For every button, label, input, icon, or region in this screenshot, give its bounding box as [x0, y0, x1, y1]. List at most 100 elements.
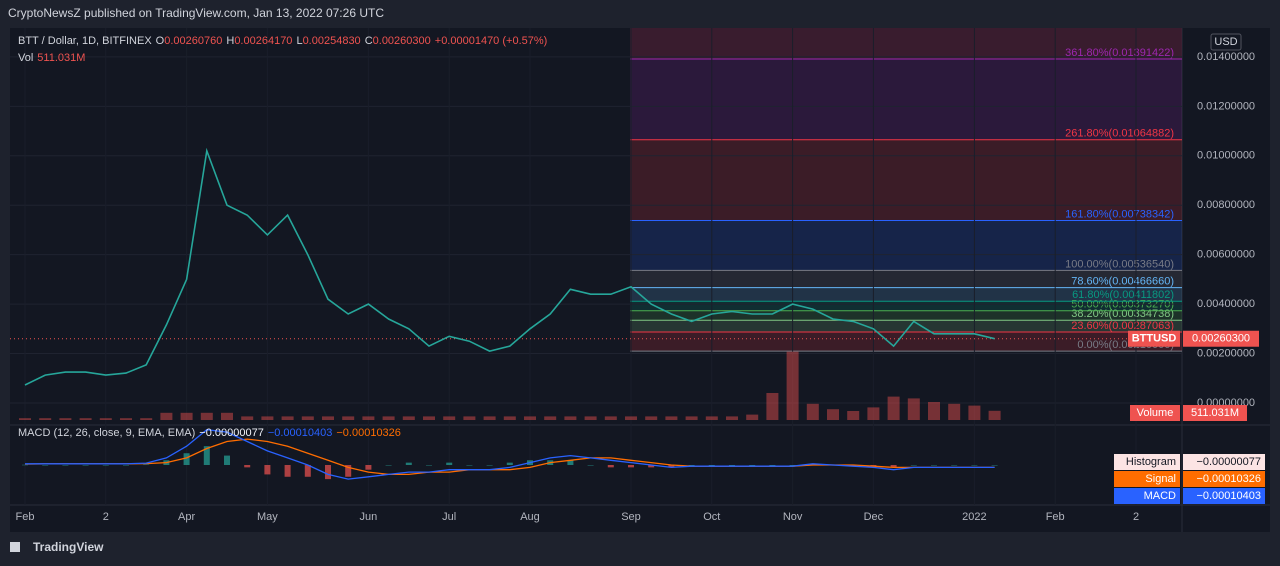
histogram-bar	[203, 446, 210, 465]
histogram-bar	[668, 465, 675, 468]
fib-band	[630, 301, 1182, 311]
plot-layer: 0.00%(0.00210000)23.60%(0.00287063)38.20…	[10, 28, 1182, 505]
histogram-bar	[446, 462, 453, 465]
fib-label: 78.60%(0.00466660)	[1071, 276, 1174, 288]
fib-band	[630, 270, 1182, 288]
volume-bar	[746, 414, 759, 420]
value: 511.031M	[37, 52, 86, 64]
macd-value-bg	[1183, 471, 1265, 487]
volume-bar	[79, 418, 92, 420]
symbol-tag-bg	[1128, 330, 1180, 347]
volume-bar	[423, 416, 435, 420]
macd-name: MACD	[1144, 490, 1176, 502]
volume-bar	[443, 416, 456, 420]
chart-area	[10, 28, 1270, 532]
volume-bar	[503, 416, 516, 420]
macd-value: −0.00010403	[1196, 490, 1261, 502]
histogram-bar	[123, 465, 129, 466]
histogram-bar	[931, 465, 937, 466]
x-tick-label: Nov	[783, 511, 803, 523]
volume-bar	[402, 416, 415, 420]
value: −0.00000077	[199, 427, 264, 439]
fib-label: 100.00%(0.00536540)	[1065, 258, 1174, 270]
volume-bar	[948, 403, 961, 420]
x-tick-label: Aug	[520, 511, 540, 523]
histogram-bar	[971, 465, 978, 466]
label: H	[226, 35, 235, 47]
y-tick-label: 0.01000000	[1197, 150, 1255, 162]
price-tag-bg	[1183, 330, 1259, 347]
volume-value-bg	[1183, 405, 1247, 421]
histogram-bar	[466, 465, 473, 466]
fib-band	[630, 139, 1182, 221]
volume-bar	[322, 416, 334, 420]
volume-bar	[705, 416, 718, 420]
volume-bar	[241, 416, 254, 420]
histogram-bar	[506, 462, 513, 465]
price-line	[24, 147, 995, 386]
histogram-bar	[264, 465, 271, 475]
change: +0.00001470 (+0.57%)	[434, 35, 548, 47]
volume-bar	[604, 416, 617, 420]
volume-bar	[342, 416, 355, 420]
histogram-bar	[244, 465, 251, 468]
legend: BTT / Dollar, 1D, BITFINEX O0.00260760 H…	[18, 35, 547, 47]
macd-value-bg	[1183, 454, 1265, 470]
histogram-bar	[769, 465, 776, 466]
volume-bar	[806, 403, 819, 420]
publisher: CryptoNewsZ published on TradingView.com…	[8, 6, 384, 20]
macd-legend: MACD (12, 26, close, 9, EMA, EMA) −0.000…	[18, 427, 401, 439]
histogram-bar	[405, 462, 412, 465]
histogram-bar	[910, 465, 917, 466]
fib-label: 23.60%(0.00287063)	[1071, 320, 1174, 332]
value: 0.00264170	[234, 35, 293, 47]
symbol: BTT / Dollar, 1D, BITFINEX	[18, 35, 152, 47]
fib-band	[630, 310, 1182, 321]
y-tick-label: 0.00400000	[1197, 298, 1255, 310]
volume-tag-bg	[1130, 405, 1180, 421]
macd-value-bg	[1183, 488, 1265, 504]
volume-bar	[685, 416, 698, 420]
volume-bar	[564, 416, 577, 420]
histogram-bar	[628, 465, 634, 468]
histogram-bar	[385, 465, 392, 466]
volume-bar	[160, 412, 173, 420]
fib-top-band	[630, 28, 1182, 60]
ohlc-high: H0.00264170	[226, 35, 292, 47]
x-tick-label: 2	[103, 511, 109, 523]
volume-bar	[483, 416, 496, 420]
volume-bar	[99, 418, 112, 420]
footer-brand: TradingView	[33, 540, 104, 554]
y-tick-label: 0.00200000	[1197, 347, 1255, 359]
volume-bar	[847, 411, 860, 420]
volume-bar	[362, 416, 375, 420]
volume-bar	[544, 416, 557, 420]
histogram-bar	[325, 465, 331, 480]
macd-name-bg	[1114, 488, 1180, 504]
volume-bar	[39, 418, 52, 420]
volume-bar	[867, 407, 880, 420]
histogram-bar	[729, 465, 735, 466]
fib-label: 261.80%(0.01064882)	[1065, 128, 1174, 140]
volume-bar	[463, 416, 476, 420]
x-tick-label: Apr	[178, 511, 195, 523]
volume-bar	[19, 418, 31, 420]
x-tick-label: Feb	[16, 511, 35, 523]
histogram-bar	[304, 465, 311, 477]
histogram-bar	[789, 465, 796, 466]
volume-bar	[625, 416, 637, 420]
histogram-bar	[426, 465, 432, 466]
volume-bar	[261, 416, 274, 420]
histogram-bar	[749, 465, 756, 466]
x-tick-label: Jul	[442, 511, 456, 523]
label: O	[155, 35, 165, 47]
volume-bar	[200, 412, 213, 420]
histogram-bar	[183, 453, 190, 465]
fib-band	[630, 332, 1182, 352]
histogram-bar	[567, 460, 574, 465]
fib-band	[630, 320, 1182, 333]
macd-value: −0.00000077	[1196, 456, 1261, 468]
histogram-bar	[143, 464, 150, 466]
symbol-tag: BTTUSD	[1132, 333, 1177, 345]
